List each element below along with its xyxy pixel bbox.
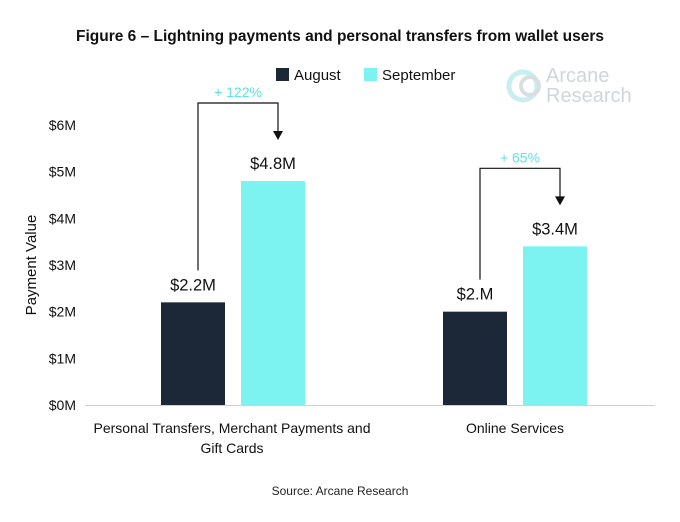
bar-september: [523, 246, 587, 405]
legend-label-september: September: [382, 67, 455, 84]
growth-label: + 65%: [500, 149, 540, 165]
legend-swatch-september: [364, 68, 377, 81]
growth-arrow-line: [197, 102, 279, 271]
growth-arrow-head: [273, 131, 283, 140]
legend-swatch-august: [276, 68, 289, 81]
y-tick-label: $6M: [49, 117, 76, 133]
category-label-1: Online Services: [465, 420, 565, 436]
y-tick-label: $1M: [49, 350, 76, 366]
logo-icon: [506, 69, 541, 103]
bar-september: [241, 181, 305, 405]
y-axis-title: Payment Value: [23, 215, 40, 316]
value-label: $3.4M: [532, 220, 578, 238]
logo-text-research: Research: [546, 85, 632, 107]
y-tick-label: $4M: [49, 210, 76, 226]
y-tick-label: $3M: [49, 257, 76, 273]
value-label: $4.8M: [250, 155, 296, 173]
growth-arrow-head: [555, 196, 565, 206]
source-note: Source: Arcane Research: [271, 484, 409, 498]
bar-chart: Payment Value $0M $1M $2M $3M $4M $5M $6M $2.2M $…: [23, 67, 655, 413]
logo-text-arcane: Arcane: [546, 65, 610, 87]
chart-title: Figure 6 – Lightning payments and person…: [76, 28, 604, 45]
y-tick-label: $0M: [49, 397, 76, 413]
arcane-research-logo: Arcane Research: [505, 66, 645, 106]
category-label-0: Personal Transfers, Merchant Payments an…: [93, 420, 371, 456]
bar-august: [443, 311, 507, 405]
bar-august: [161, 302, 225, 405]
y-tick-label: $2M: [49, 304, 76, 320]
legend-label-august: August: [294, 67, 342, 84]
y-tick-label: $5M: [49, 164, 76, 180]
growth-label: + 122%: [214, 84, 262, 100]
value-label: $2.2M: [170, 276, 216, 294]
value-label: $2.M: [457, 286, 494, 304]
growth-arrow-line: [479, 167, 561, 280]
